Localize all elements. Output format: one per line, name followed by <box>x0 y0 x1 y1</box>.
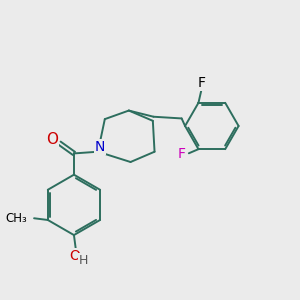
Text: N: N <box>94 140 105 154</box>
Text: F: F <box>197 76 205 90</box>
Text: CH₃: CH₃ <box>5 212 27 225</box>
Text: O: O <box>46 131 58 146</box>
Text: F: F <box>177 147 185 161</box>
Text: O: O <box>69 249 80 262</box>
Text: H: H <box>79 254 88 267</box>
